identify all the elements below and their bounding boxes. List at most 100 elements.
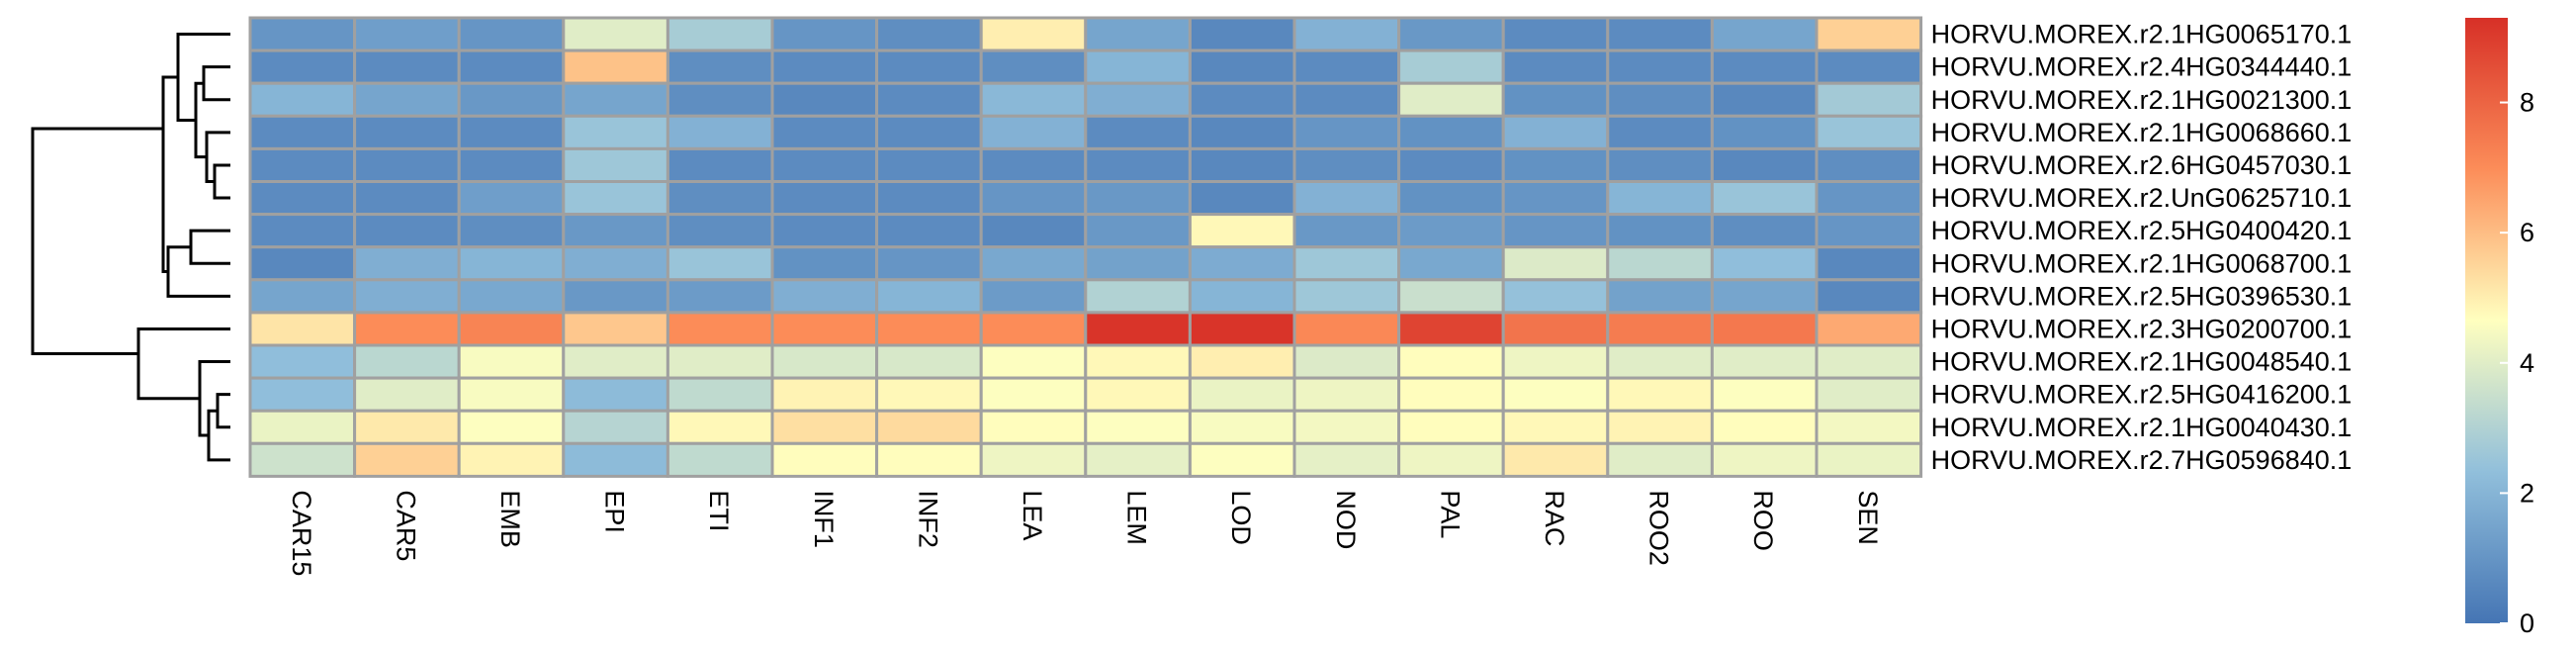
heatmap-cell [770, 180, 879, 217]
heatmap-cell [770, 213, 879, 249]
heatmap-cell [1815, 48, 1923, 85]
heatmap-cell [457, 376, 566, 413]
heatmap-cell [979, 278, 1088, 315]
row-label: HORVU.MOREX.r2.6HG0457030.1 [1931, 150, 2353, 180]
heatmap-cell [1710, 278, 1819, 315]
heatmap-cell [666, 441, 774, 478]
heatmap-cell [1815, 343, 1923, 380]
heatmap-cell [770, 278, 879, 315]
heatmap-cell [562, 278, 669, 315]
heatmap-cell [875, 213, 983, 249]
heatmap-cell [770, 343, 879, 380]
heatmap-cell [248, 114, 357, 150]
heatmap-cell [1188, 81, 1296, 118]
heatmap-cell [666, 311, 774, 347]
heatmap-cell [1292, 146, 1401, 183]
heatmap-cell [770, 409, 879, 445]
heatmap-cell [666, 343, 774, 380]
row-label: HORVU.MOREX.r2.1HG0048540.1 [1931, 347, 2353, 377]
heatmap-cell [979, 180, 1088, 217]
row-label: HORVU.MOREX.r2.1HG0040430.1 [1931, 413, 2353, 442]
heatmap-cell [562, 213, 669, 249]
column-label: CAR5 [391, 490, 420, 561]
heatmap-cell [1815, 213, 1923, 249]
heatmap-cell [1710, 311, 1819, 347]
colorbar-tick-label: 8 [2520, 88, 2534, 118]
heatmap-cell [666, 180, 774, 217]
heatmap-cell [1397, 48, 1505, 85]
heatmap-cell [770, 114, 879, 150]
heatmap-cell [248, 245, 357, 282]
heatmap-cell [1397, 180, 1505, 217]
heatmap-cell [1188, 213, 1296, 249]
dendrogram-branch [166, 245, 230, 298]
heatmap-cell [1501, 48, 1610, 85]
heatmap-cell [1397, 441, 1505, 478]
heatmap-cell [979, 409, 1088, 445]
heatmap-cell [1501, 376, 1610, 413]
dendrogram-branch [31, 127, 163, 355]
heatmap-cell [1606, 48, 1714, 85]
heatmap-cell [1606, 343, 1714, 380]
heatmap-cell [875, 311, 983, 347]
heatmap-cell [248, 311, 357, 347]
row-label: HORVU.MOREX.r2.4HG0344440.1 [1931, 52, 2353, 82]
heatmap-cell [562, 114, 669, 150]
heatmap-cell [353, 311, 461, 347]
heatmap-cell [875, 441, 983, 478]
heatmap-cell [353, 441, 461, 478]
heatmap-cell [875, 376, 983, 413]
row-labels: HORVU.MOREX.r2.1HG0065170.1 HORVU.MOREX.r… [1931, 20, 2353, 475]
dendrogram-branch [198, 360, 230, 437]
heatmap-cell [353, 343, 461, 380]
heatmap-cell [1292, 376, 1401, 413]
heatmap-cell [248, 376, 357, 413]
column-label: CAR15 [287, 490, 316, 576]
heatmap-cell [979, 376, 1088, 413]
heatmap-cell [770, 16, 879, 52]
heatmap-cell [666, 114, 774, 150]
heatmap-cell [457, 343, 566, 380]
heatmap-cell [1606, 376, 1714, 413]
heatmap-cell [875, 81, 983, 118]
heatmap-cell [1815, 114, 1923, 150]
heatmap-cell [666, 81, 774, 118]
heatmap-cell [457, 213, 566, 249]
heatmap-cell [1084, 114, 1192, 150]
row-label: HORVU.MOREX.r2.3HG0200700.1 [1931, 314, 2353, 343]
heatmap-cell [1815, 409, 1923, 445]
heatmap-cell [1710, 376, 1819, 413]
row-label: HORVU.MOREX.r2.1HG0065170.1 [1931, 20, 2353, 49]
heatmap-cell [1292, 213, 1401, 249]
heatmap-cell [562, 180, 669, 217]
heatmap-cell [1710, 16, 1819, 52]
heatmap-cell [1188, 16, 1296, 52]
heatmap-cell [248, 441, 357, 478]
heatmap-cell [1397, 311, 1505, 347]
heatmap-cell [875, 48, 983, 85]
heatmap-cell [1501, 311, 1610, 347]
heatmap-cell [1084, 441, 1192, 478]
heatmap-cell [562, 16, 669, 52]
heatmap-cell [353, 114, 461, 150]
heatmap-cell [1397, 146, 1505, 183]
heatmap-cell [353, 278, 461, 315]
heatmap-cell [1292, 441, 1401, 478]
column-label: EPI [600, 490, 630, 533]
colorbar-tick-label: 6 [2520, 218, 2534, 247]
column-label: SEN [1853, 490, 1883, 545]
column-label: INF2 [913, 490, 942, 548]
column-label: LEM [1122, 490, 1152, 545]
heatmap-cell [1501, 146, 1610, 183]
heatmap-cell [457, 245, 566, 282]
heatmap-cell [248, 278, 357, 315]
heatmap-cell [666, 409, 774, 445]
heatmap-cell [1501, 16, 1610, 52]
colorbar-tick-label: 2 [2520, 478, 2534, 508]
heatmap-cell [1188, 376, 1296, 413]
heatmap-cell [1710, 146, 1819, 183]
heatmap-cell [1397, 376, 1505, 413]
heatmap-cell [1188, 278, 1296, 315]
heatmap-cell [1815, 16, 1923, 52]
heatmap-cell [1397, 278, 1505, 315]
